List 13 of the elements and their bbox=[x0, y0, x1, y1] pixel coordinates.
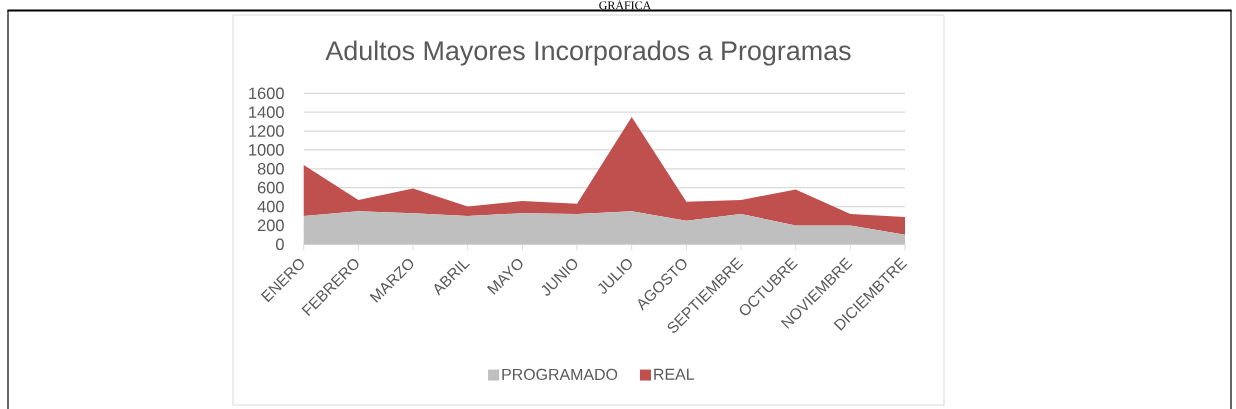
y-tick-label: 800 bbox=[257, 162, 284, 175]
chart-title: Adultos Mayores Incorporados a Programas bbox=[325, 40, 851, 66]
legend-label: PROGRAMADO bbox=[502, 368, 618, 381]
y-tick-label: 200 bbox=[257, 219, 284, 232]
y-tick-label: 1600 bbox=[249, 87, 284, 100]
y-tick-label: 1400 bbox=[249, 106, 284, 118]
y-tick-label: 1200 bbox=[249, 125, 284, 137]
text: GRÁFICA bbox=[599, 0, 652, 10]
y-tick-label: 1000 bbox=[249, 144, 284, 156]
y-tick-label: 400 bbox=[257, 200, 284, 213]
y-tick-label: 600 bbox=[257, 181, 284, 194]
legend-label: REAL bbox=[654, 368, 695, 380]
y-tick-label: 0 bbox=[276, 238, 284, 251]
